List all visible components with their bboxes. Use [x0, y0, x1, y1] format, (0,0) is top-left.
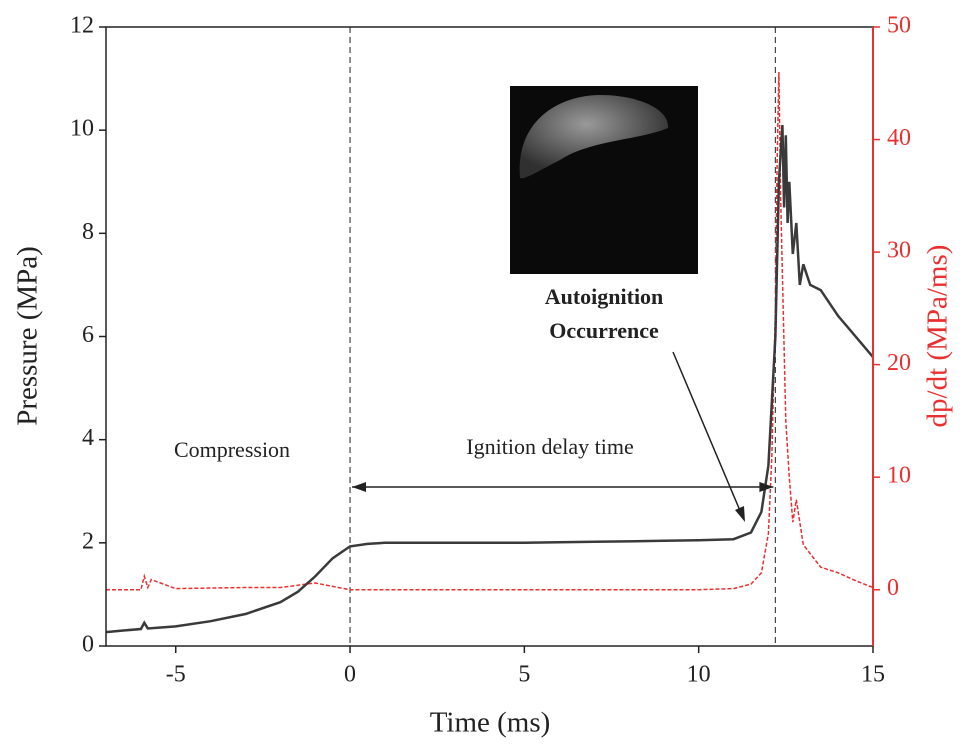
x-tick-label: -5 — [166, 662, 186, 688]
y2-tick-label: 40 — [887, 125, 911, 151]
x-tick-label: 15 — [861, 662, 885, 688]
series-line — [105, 124, 874, 634]
y2-tick-label: 20 — [887, 350, 911, 376]
y-tick-label: 6 — [82, 322, 94, 348]
annotation: Autoignition — [545, 284, 664, 309]
arrow-head — [352, 482, 367, 492]
x-tick-label: 0 — [344, 662, 356, 688]
annotation: Ignition delay time — [466, 434, 633, 459]
pointer-arrow — [672, 351, 742, 514]
inset-photo — [510, 86, 698, 274]
annotation: Occurrence — [549, 318, 659, 343]
y-tick-label: 4 — [82, 425, 94, 451]
y-tick-label: 0 — [82, 632, 94, 658]
arrow-head — [735, 506, 745, 522]
y-axis-label: Pressure (MPa) — [12, 246, 44, 426]
y-tick-label: 10 — [70, 116, 94, 142]
y2-tick-label: 30 — [887, 238, 911, 264]
y2-axis-label: dp/dt (MPa/ms) — [922, 245, 954, 428]
x-tick-label: 5 — [518, 662, 530, 688]
y2-tick-label: 0 — [887, 575, 899, 601]
y-tick-label: 12 — [70, 13, 94, 39]
plot-frame — [105, 26, 874, 647]
arrow-head — [759, 482, 774, 492]
y2-tick-label: 50 — [887, 13, 911, 39]
annotation: Compression — [174, 437, 290, 462]
y2-tick-label: 10 — [887, 463, 911, 489]
y-tick-label: 8 — [82, 219, 94, 245]
series-line — [106, 71, 874, 591]
y-tick-label: 2 — [82, 528, 94, 554]
x-axis-label: Time (ms) — [430, 707, 551, 739]
x-tick-label: 10 — [687, 662, 711, 688]
